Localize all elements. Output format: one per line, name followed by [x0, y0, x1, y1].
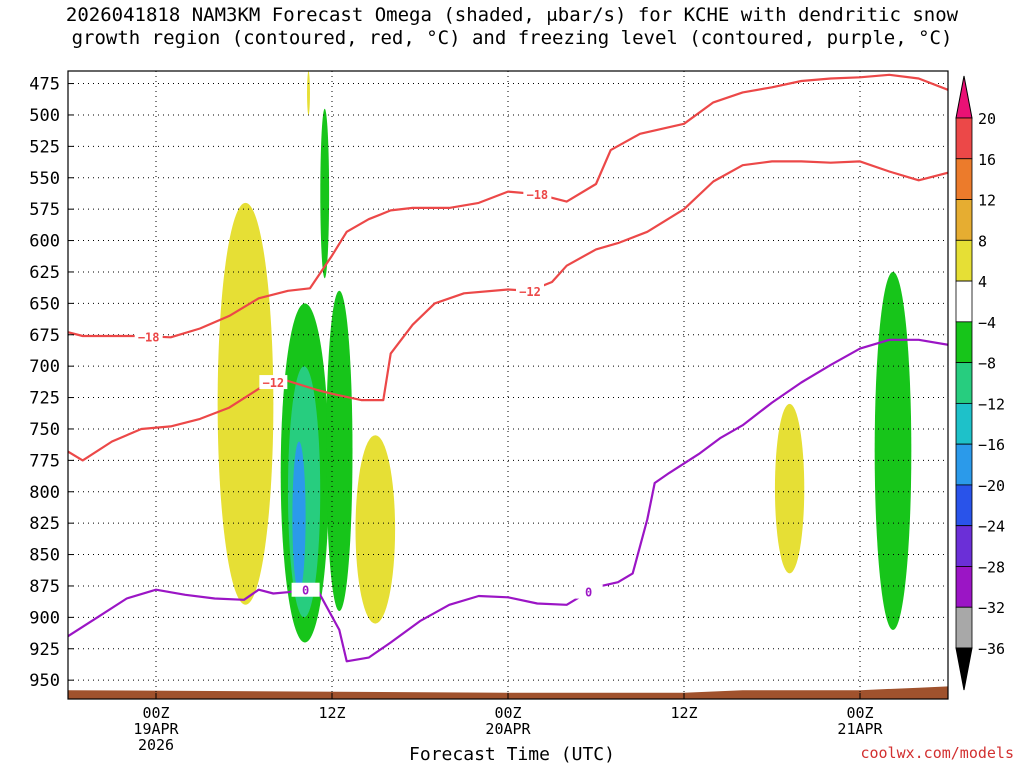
- colorbar-label-4: 4: [978, 273, 987, 291]
- x-axis-title: Forecast Time (UTC): [409, 744, 615, 765]
- y-tick-label-900: 900: [29, 608, 60, 628]
- colorbar-label-5: −4: [978, 314, 996, 332]
- colorbar-swatch-6: [955, 321, 973, 364]
- colorbar-swatch-12: [955, 566, 973, 608]
- terrain-layer: [68, 686, 948, 699]
- y-tick-label-725: 725: [29, 389, 60, 409]
- axes-layer: 475 500 525 550 575 600 625 650 675 700 725 750 775 8…: [29, 70, 949, 754]
- y-tick-label-700: 700: [29, 357, 60, 377]
- colorbar-swatch-5: [955, 280, 973, 323]
- y-tick-label-675: 675: [29, 326, 60, 346]
- colorbar-swatch-13: [955, 606, 973, 649]
- contour-label-2-1: 0: [585, 586, 592, 600]
- terrain-surface: [68, 686, 948, 699]
- colorbar-swatch-3: [955, 199, 973, 241]
- omega-region-upward-3: [292, 441, 306, 593]
- contour-label-1-1: −12: [519, 285, 541, 299]
- contour-label-0-0: −18: [138, 330, 160, 344]
- y-tick-label-475: 475: [29, 75, 60, 95]
- x-tick-label-30-1: 20APR: [485, 720, 531, 738]
- colorbar-label-12: −32: [978, 599, 1005, 617]
- y-tick-label-550: 550: [29, 169, 60, 189]
- colorbar-swatch-8: [955, 402, 973, 445]
- colorbar-label-3: 8: [978, 232, 987, 250]
- colorbar-label-7: −12: [978, 395, 1005, 413]
- omega-region-downward-6: [217, 202, 274, 605]
- x-tick-label-54-1: 21APR: [837, 720, 883, 738]
- y-tick-label-575: 575: [29, 200, 60, 220]
- contour-label-1-0: −12: [262, 376, 284, 390]
- omega-shading-layer: [217, 71, 912, 643]
- y-tick-label-600: 600: [29, 232, 60, 252]
- colorbar-label-11: −28: [978, 558, 1005, 576]
- colorbar-label-0: 20: [978, 110, 996, 128]
- colorbar-swatch-4: [955, 239, 973, 282]
- y-tick-label-800: 800: [29, 483, 60, 503]
- grid-layer: [68, 71, 948, 699]
- contour-line-1: [68, 160, 948, 462]
- colorbar-label-1: 16: [978, 151, 996, 169]
- chart-title-line-2: growth region (contoured, red, °C) and f…: [71, 27, 953, 49]
- y-tick-label-825: 825: [29, 514, 60, 534]
- plot-area: [68, 71, 948, 699]
- x-tick-label-6-2: 2026: [138, 736, 174, 754]
- y-tick-label-850: 850: [29, 546, 60, 566]
- colorbar-swatch-11: [955, 525, 973, 567]
- colorbar-swatch-10: [955, 484, 973, 527]
- y-tick-label-625: 625: [29, 263, 60, 283]
- colorbar-swatch-7: [955, 362, 973, 404]
- contour-label-bg-0-0: [134, 329, 163, 344]
- colorbar-bottom-arrow: [955, 647, 973, 691]
- colorbar-swatch-9: [955, 443, 973, 486]
- x-tick-label-6-1: 19APR: [133, 720, 179, 738]
- colorbar-swatch-2: [955, 158, 973, 200]
- omega-region-downward-9: [307, 71, 310, 115]
- colorbar-label-9: −20: [978, 477, 1005, 495]
- x-tick-label-42-0: 12Z: [670, 704, 697, 722]
- omega-region-upward-5: [874, 271, 912, 630]
- chart-title: 2026041818 NAM3KM Forecast Omega (shaded…: [0, 4, 1024, 50]
- contour-label-bg-2-1: [574, 584, 603, 599]
- x-tick-label-54-0: 00Z: [846, 704, 873, 722]
- contour-layer: [68, 73, 948, 663]
- y-tick-label-925: 925: [29, 640, 60, 660]
- colorbar-swatch-1: [955, 117, 973, 160]
- contour-label-bg-1-1: [516, 283, 544, 298]
- contour-label-bg-2-0: [291, 582, 320, 597]
- colorbar-label-2: 12: [978, 192, 996, 210]
- y-tick-label-750: 750: [29, 420, 60, 440]
- omega-region-upward-4: [326, 290, 353, 612]
- colorbar-label-10: −24: [978, 518, 1005, 536]
- omega-region-downward-7: [355, 435, 396, 624]
- contour-line-0: [68, 73, 948, 339]
- y-tick-label-650: 650: [29, 294, 60, 314]
- omega-region-downward-8: [774, 403, 805, 574]
- chart-title-line-1: 2026041818 NAM3KM Forecast Omega (shaded…: [65, 4, 959, 26]
- omega-region-upward-0: [320, 108, 330, 279]
- y-tick-label-500: 500: [29, 106, 60, 126]
- site-credit: coolwx.com/models: [860, 744, 1014, 762]
- contour-label-bg-0-1: [523, 187, 552, 202]
- contour-line-2: [68, 338, 948, 663]
- colorbar-label-13: −36: [978, 640, 1005, 658]
- contour-label-layer: −18 −18 −12 −12 0 0: [134, 187, 603, 600]
- contour-label-0-1: −18: [526, 188, 548, 202]
- x-tick-label-30-0: 00Z: [494, 704, 521, 722]
- y-tick-label-775: 775: [29, 451, 60, 471]
- plot-background: [68, 71, 948, 699]
- contour-label-2-0: 0: [302, 584, 309, 598]
- y-tick-label-950: 950: [29, 671, 60, 691]
- colorbar-top-arrow: [955, 75, 973, 119]
- colorbar: 20 16 12 8 4 −4 −8 −12 −16 −20 −24 −28 −32 −36: [955, 75, 1005, 691]
- y-tick-label-875: 875: [29, 577, 60, 597]
- colorbar-label-6: −8: [978, 355, 996, 373]
- x-tick-label-6-0: 00Z: [142, 704, 169, 722]
- colorbar-label-8: −16: [978, 436, 1005, 454]
- y-tick-label-525: 525: [29, 137, 60, 157]
- x-tick-label-18-0: 12Z: [318, 704, 345, 722]
- contour-label-bg-1-0: [259, 375, 288, 390]
